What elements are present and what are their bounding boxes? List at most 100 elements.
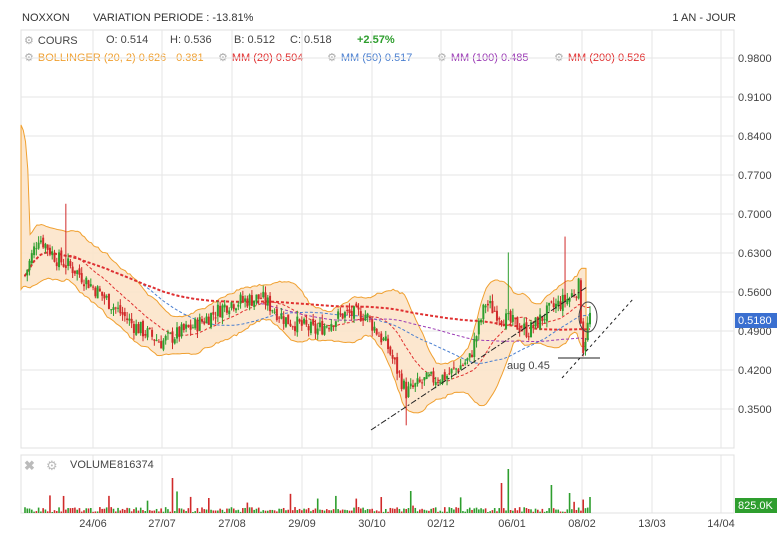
candle-body (362, 319, 365, 321)
candle-body (305, 320, 308, 325)
volume-bar (335, 495, 337, 513)
candle-body (166, 332, 169, 334)
candle-body (371, 319, 374, 331)
candle-body (325, 326, 328, 328)
volume-bar (257, 507, 260, 513)
volume-bar (462, 511, 464, 513)
volume-bar (555, 509, 557, 513)
volume-bar (101, 508, 103, 513)
volume-bar (527, 508, 530, 513)
candle-body (107, 293, 110, 309)
candle-body (264, 292, 267, 305)
candle-body (294, 326, 297, 332)
volume-bar (40, 511, 42, 513)
candle-body (500, 321, 503, 324)
volume-bar (514, 508, 516, 513)
legend-high: H: 0.536 (170, 34, 212, 46)
volume-bar (443, 507, 446, 513)
candle-body (534, 317, 537, 327)
volume-bar (171, 478, 174, 513)
candle-body (346, 309, 349, 311)
candle-body (475, 336, 478, 342)
candle-body (545, 305, 548, 322)
candle-body (309, 321, 312, 334)
volume-bar (262, 510, 265, 513)
volume-bar (464, 511, 467, 513)
candle-body (548, 302, 551, 306)
volume-bar (144, 511, 147, 513)
volume-bar (248, 507, 251, 513)
candle-body (384, 336, 387, 341)
volume-bar (187, 508, 190, 513)
candle-body (446, 375, 449, 379)
candle-body (255, 294, 258, 302)
candle-body (505, 313, 508, 329)
candle-body (44, 243, 47, 249)
volume-bar (357, 507, 360, 513)
volume-bar (405, 509, 408, 513)
volume-bar (31, 509, 33, 513)
candle-body (303, 318, 306, 324)
trendline-support[interactable] (370, 286, 588, 431)
volume-bar (271, 509, 274, 513)
volume-bar (264, 510, 267, 513)
volume-bar (198, 511, 201, 513)
candle-body (246, 298, 249, 307)
volume-bar (121, 508, 124, 513)
mm20-line (24, 251, 591, 383)
candle-body (46, 244, 49, 250)
volume-bar (550, 485, 553, 513)
candle-body (128, 318, 131, 321)
period-selector[interactable]: 1 AN - JOUR (672, 12, 736, 24)
volume-bar (71, 508, 74, 513)
candle-body (101, 291, 104, 296)
legend-cours[interactable]: ⚙ COURS (24, 34, 78, 47)
volume-bar (534, 508, 537, 513)
gear-icon[interactable]: ⚙ (24, 35, 34, 47)
candle-body (407, 386, 410, 397)
volume-bar (382, 511, 385, 513)
x-tick-label: 02/12 (427, 518, 455, 530)
volume-bar (35, 511, 38, 513)
volume-bar (468, 507, 471, 513)
candle-body (584, 341, 587, 351)
candle-body (484, 305, 487, 308)
volume-bar (164, 507, 167, 513)
candle-body (153, 339, 156, 341)
volume-bar (430, 508, 432, 513)
candle-body (28, 260, 31, 271)
candle-body (502, 324, 505, 327)
candle-body (262, 291, 265, 298)
candle-body (312, 319, 315, 325)
candle-body (461, 365, 464, 367)
volume-bar (523, 507, 525, 513)
close-icon[interactable]: ✖ (24, 458, 35, 473)
candle-body (39, 240, 42, 243)
volume-bar (305, 509, 308, 513)
candle-body (155, 340, 158, 342)
candle-body (579, 280, 582, 324)
candle-body (228, 310, 231, 315)
volume-bar (346, 510, 349, 513)
candle-body (284, 317, 287, 327)
candle-body (48, 247, 51, 255)
volume-bars (24, 469, 591, 513)
volume-bar (459, 497, 462, 513)
gear-icon[interactable]: ⚙ (46, 459, 58, 474)
candle-body (241, 296, 244, 302)
volume-bar (398, 508, 401, 513)
candle-body (350, 310, 353, 317)
candle-body (452, 367, 455, 369)
x-tick-label: 29/09 (288, 518, 316, 530)
volume-bar (414, 507, 417, 513)
volume-bar (321, 509, 324, 513)
candle-body (366, 313, 369, 317)
candle-body (259, 297, 262, 299)
volume-bar (425, 510, 428, 513)
candle-body (282, 316, 285, 324)
candle-body (110, 309, 113, 311)
highlight-circle[interactable] (578, 301, 598, 333)
volume-bar (228, 508, 231, 513)
volume-bar (169, 511, 172, 513)
